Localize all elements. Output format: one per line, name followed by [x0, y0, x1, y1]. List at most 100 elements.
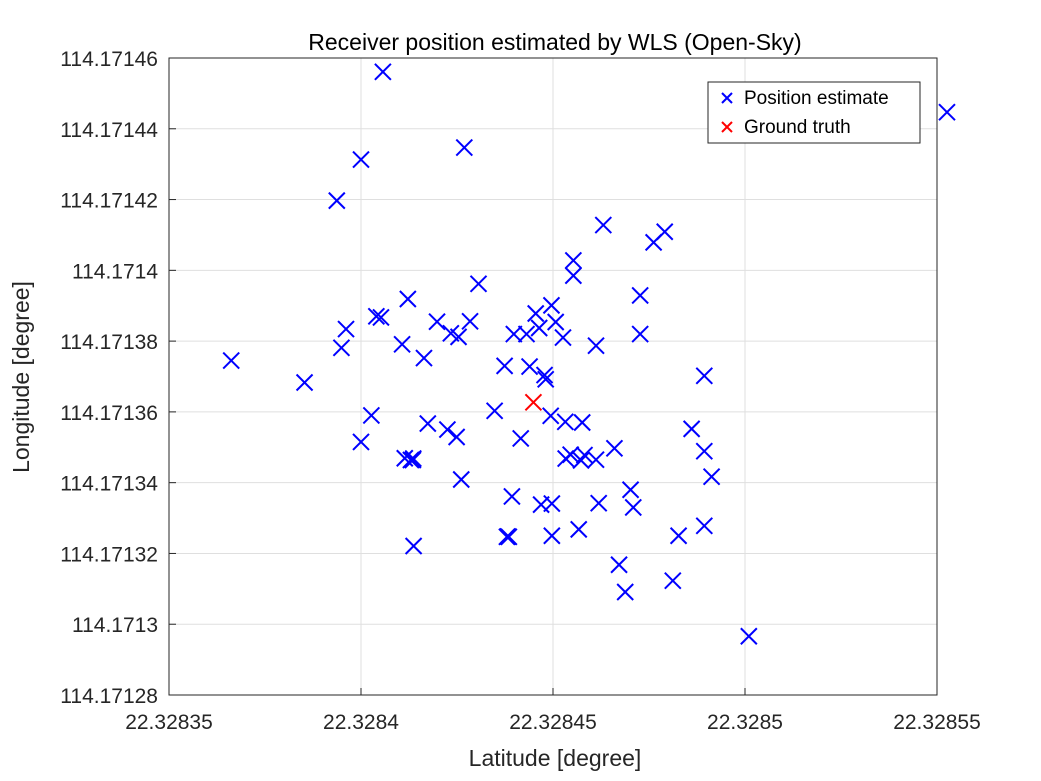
- legend-marker-ground-truth: [721, 121, 733, 133]
- y-tick-label: 114.17146: [60, 48, 158, 71]
- position-estimate-point: [695, 517, 714, 535]
- position-estimate-point: [938, 103, 956, 121]
- position-estimate-point: [556, 449, 575, 468]
- position-estimate-point: [564, 251, 583, 270]
- position-estimate-point: [512, 429, 530, 448]
- position-estimate-point: [564, 266, 583, 285]
- position-estimate-point: [573, 413, 591, 432]
- legend-label-ground-truth: Ground truth: [744, 117, 851, 138]
- position-estimate-point: [495, 357, 514, 375]
- position-estimate-point: [469, 275, 488, 293]
- y-tick-label: 114.17142: [60, 190, 158, 213]
- position-estimate-point: [461, 312, 479, 331]
- position-estimate-point: [503, 487, 521, 506]
- position-estimate-point: [393, 335, 411, 354]
- legend-marker-ground-truth-x: [721, 121, 733, 133]
- legend-marker-position-estimate: [721, 92, 733, 104]
- position-estimate-point: [367, 307, 386, 326]
- position-estimate-point: [631, 325, 649, 343]
- position-estimate-point: [556, 413, 574, 431]
- position-estimate-point: [572, 451, 590, 470]
- position-estimate-point: [541, 407, 560, 425]
- legend-label-position-estimate: Position estimate: [744, 88, 889, 109]
- position-estimate-point: [352, 433, 370, 451]
- position-estimate-point: [332, 339, 351, 357]
- position-estimate-point: [644, 233, 663, 252]
- position-estimate-point: [352, 150, 370, 169]
- x-axis-label: Latitude [degree]: [469, 745, 642, 771]
- legend-box: [707, 81, 921, 144]
- position-estimate-point: [575, 446, 594, 464]
- position-estimate-point: [438, 420, 457, 439]
- position-estimate-point: [447, 428, 466, 446]
- y-tick-label: 114.17128: [60, 685, 158, 708]
- position-estimate-point: [455, 138, 474, 157]
- position-estimate-point: [589, 494, 608, 512]
- position-estimate-point: [594, 216, 613, 234]
- position-estimate-point: [404, 451, 422, 469]
- position-estimate-point: [536, 370, 555, 389]
- position-estimate-point: [543, 527, 561, 545]
- position-estimate-point: [337, 320, 355, 338]
- position-estimate-point: [532, 495, 550, 514]
- position-estimate-point: [546, 313, 565, 331]
- position-estimate-point: [740, 627, 758, 645]
- position-estimate-point: [428, 312, 446, 331]
- position-estimate-point: [664, 571, 682, 590]
- legend-marker-position-estimate-x: [721, 92, 733, 104]
- legend: Position estimate Ground truth: [707, 81, 921, 144]
- position-estimate-point: [702, 467, 721, 486]
- x-axis-ticks: 22.32835 22.3284 22.32845 22.3285 22.32855: [125, 688, 981, 734]
- position-estimate-point: [399, 290, 417, 308]
- position-estimate-point: [527, 304, 545, 323]
- position-estimate-point: [374, 63, 392, 81]
- position-estimate-point: [570, 520, 588, 539]
- position-estimate-point: [682, 420, 701, 438]
- x-tick-label: 22.3285: [707, 711, 783, 734]
- position-estimate-point: [605, 439, 624, 458]
- y-axis-ticks: 114.17128 114.1713 114.17132 114.17134 114.1…: [60, 48, 176, 708]
- position-estimate-point: [295, 373, 314, 392]
- y-tick-label: 114.17136: [60, 402, 158, 425]
- position-estimate-point: [587, 450, 605, 469]
- x-tick-label: 22.32855: [893, 711, 981, 734]
- position-estimate-point: [530, 319, 548, 337]
- position-estimate-point: [631, 286, 649, 305]
- position-estimate-point: [669, 527, 688, 545]
- position-estimate-point: [452, 470, 470, 489]
- position-estimate-point: [616, 583, 634, 601]
- position-estimate-point: [222, 351, 240, 370]
- y-tick-label: 114.17134: [60, 473, 158, 496]
- y-tick-label: 114.17144: [60, 119, 158, 142]
- position-estimate-point: [695, 367, 714, 385]
- position-estimate-point: [500, 528, 518, 546]
- y-tick-label: 114.17132: [60, 543, 158, 566]
- position-estimate-point: [621, 481, 640, 499]
- position-estimate-point: [624, 498, 642, 517]
- position-estimate-point: [554, 328, 572, 347]
- position-estimate-point: [372, 308, 390, 327]
- position-estimate-point: [415, 349, 433, 367]
- y-tick-label: 114.1713: [72, 614, 158, 637]
- y-tick-label: 114.1714: [72, 260, 158, 283]
- position-estimate-point: [695, 442, 714, 460]
- position-estimate-point: [449, 328, 468, 346]
- position-estimate-point: [362, 406, 381, 425]
- y-axis-label: Longitude [degree]: [8, 281, 34, 473]
- chart-title: Receiver position estimated by WLS (Open…: [308, 29, 801, 55]
- position-estimate-point: [520, 357, 539, 376]
- position-estimate-point: [485, 402, 504, 420]
- position-estimate-point: [610, 556, 628, 574]
- y-tick-label: 114.17138: [60, 331, 158, 354]
- x-tick-label: 22.3284: [323, 711, 399, 734]
- x-tick-label: 22.32835: [125, 711, 213, 734]
- position-estimate-point: [404, 537, 423, 555]
- x-tick-label: 22.32845: [509, 711, 597, 734]
- position-estimate-point: [498, 528, 516, 546]
- grid-lines: [168, 57, 938, 696]
- position-estimate-point: [587, 337, 605, 355]
- position-estimate-point: [517, 325, 536, 343]
- position-estimate-point: [542, 296, 561, 315]
- data-markers: [222, 63, 956, 645]
